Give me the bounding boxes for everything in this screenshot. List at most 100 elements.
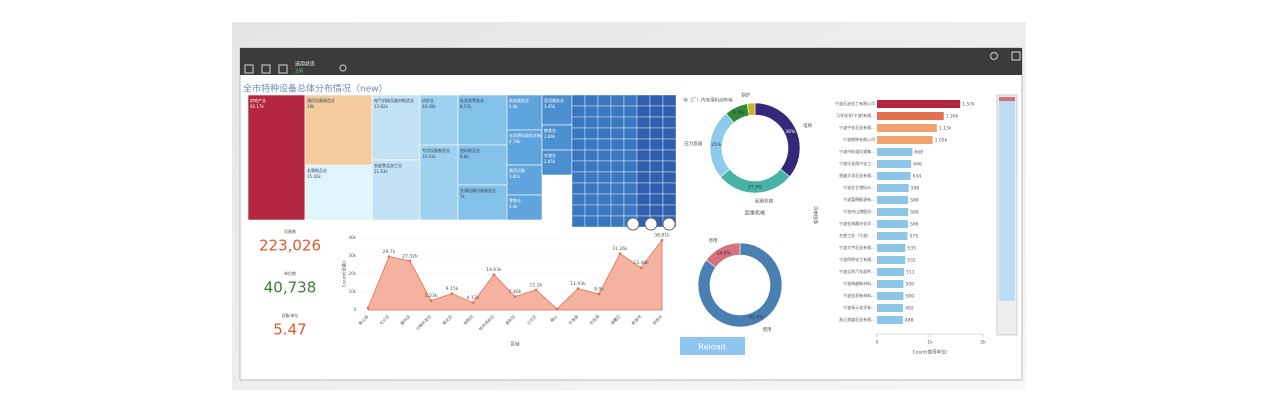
bar-category: 宁波市轨道交通集... (839, 148, 875, 154)
treemap-filler (649, 105, 664, 118)
bar-category: 宁波金发新材料... (843, 292, 875, 298)
chart-tool-icon[interactable] (662, 217, 676, 231)
toolbar-icon[interactable] (244, 64, 254, 74)
bar (877, 280, 904, 288)
bar (877, 232, 908, 240)
toolbar-icon[interactable] (261, 64, 271, 74)
treemap-cell (506, 129, 543, 166)
treemap-name: 零售业 (509, 197, 521, 203)
bar-category: 宁波舟山港股份... (843, 208, 875, 214)
treemap-filler (662, 193, 677, 206)
treemap-filler (623, 204, 638, 217)
bar (877, 220, 909, 228)
treemap-value: 2.85k (544, 159, 556, 164)
treemap-filler (623, 182, 638, 195)
chart-tool-icon[interactable] (626, 217, 640, 231)
treemap-value: 5.4k (509, 104, 518, 109)
treemap-filler (636, 94, 651, 107)
reload-button[interactable] (680, 337, 745, 355)
bar-value: 1.13k (939, 126, 952, 132)
treemap-filler (662, 149, 677, 162)
treemap-filler (597, 193, 612, 206)
treemap-cell (371, 94, 421, 161)
treemap-filler (636, 105, 651, 118)
treemap-name: 商务服务业 (509, 97, 529, 103)
treemap-filler (597, 160, 612, 173)
kpi-value: 223,026 (259, 237, 321, 255)
y-tick-label: 30k (349, 253, 357, 258)
bar (877, 292, 904, 300)
donut-slice (746, 102, 756, 116)
area-point (471, 301, 475, 304)
treemap-filler (584, 127, 599, 140)
treemap-name: 通用设备 (509, 167, 525, 173)
treemap-filler (610, 182, 625, 195)
area-point (387, 255, 391, 258)
bar (877, 268, 905, 276)
scroll-thumb[interactable] (999, 97, 1015, 101)
fullscreen-icon[interactable] (1011, 51, 1021, 61)
treemap-value: 3.81k (509, 174, 521, 179)
area-point (555, 307, 559, 311)
value-label: 7.46k (509, 289, 522, 295)
bar-value: 634 (913, 174, 922, 180)
y-tick-label: 40k (349, 235, 357, 240)
slice-name: 起重机械 (755, 197, 773, 204)
area-point (513, 295, 517, 298)
treemap-filler (610, 193, 625, 206)
treemap-filler (571, 182, 586, 195)
bar-category: 宁波钢铁有限公司 (843, 136, 875, 142)
bar-value: 492 (905, 306, 914, 312)
treemap-cell (457, 184, 508, 221)
bar (877, 208, 909, 216)
treemap-filler (636, 116, 651, 129)
treemap-filler (597, 105, 612, 118)
area-point (366, 306, 370, 310)
bar (877, 172, 911, 180)
treemap-filler (610, 204, 625, 217)
bar-value: 668 (914, 150, 923, 156)
bar (877, 184, 909, 192)
selection-title: 选用状态 (295, 61, 315, 68)
bar-value: 598 (911, 186, 920, 192)
bar-category: 台塑工业（宁波）... (839, 232, 875, 238)
treemap-filler (584, 160, 599, 173)
treemap-filler (597, 138, 612, 151)
treemap-filler (610, 138, 625, 151)
treemap-filler (597, 204, 612, 217)
value-label: 5.23k (425, 293, 438, 299)
area-point (534, 288, 538, 292)
treemap-filler (662, 127, 677, 140)
donut-slice (697, 242, 783, 328)
treemap-value: 92.17k (250, 104, 264, 109)
y-tick-label: 0 (353, 307, 356, 312)
treemap-filler (649, 127, 664, 140)
settings-icon[interactable] (339, 64, 347, 72)
chart-tool-icon[interactable] (644, 217, 658, 231)
bar-value: 1.57k (962, 102, 975, 108)
search-icon[interactable] (989, 51, 999, 61)
treemap-name: 塑料制品业 (460, 147, 480, 153)
y-axis-title: Count(设备) (341, 261, 348, 287)
bar-value: 500 (906, 294, 915, 300)
treemap-filler (649, 160, 664, 173)
bar-category: 宁波乐金甬兴化工... (839, 160, 875, 166)
treemap-filler (623, 138, 638, 151)
treemap-filler (597, 171, 612, 184)
value-label: 8.9k (594, 286, 604, 292)
x-tick-label: 2k (980, 340, 986, 346)
area-point (492, 273, 496, 276)
value-label: 31.26k (612, 246, 628, 252)
treemap-value: 8.57k (460, 104, 472, 109)
treemap-cell (304, 164, 373, 221)
kpi-value: 5.47 (273, 321, 306, 339)
treemap-value: 8.6k (460, 154, 469, 159)
treemap-filler (584, 182, 599, 195)
toolbar-icon[interactable] (278, 64, 288, 74)
treemap-filler (662, 182, 677, 195)
slice-name: 压力容器 (684, 140, 702, 147)
reload-label[interactable]: Reload (698, 343, 725, 352)
treemap-name: 交通运输设备制造业 (460, 187, 496, 193)
bar-category: 宁波禾元化学有... (843, 304, 875, 310)
